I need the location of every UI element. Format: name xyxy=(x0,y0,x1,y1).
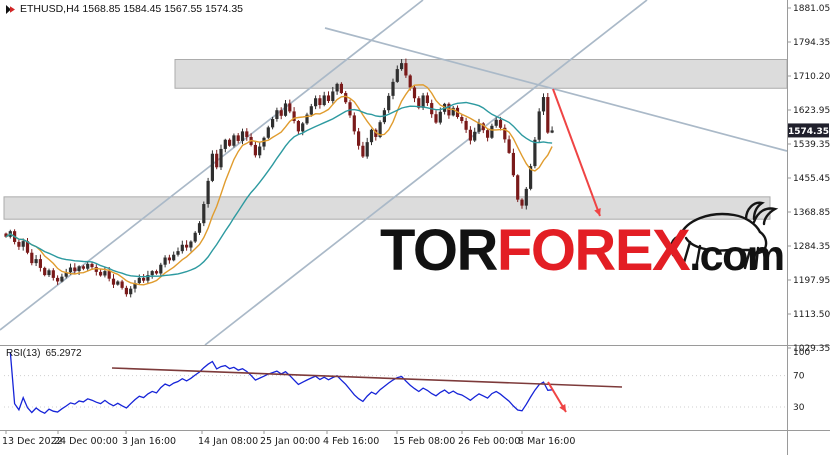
price-tag-value: 1574.35 xyxy=(788,127,829,137)
rsi-trendline xyxy=(111,367,623,388)
symbol-ohlc-readout: ETHUSD,H4 1568.85 1584.45 1567.55 1574.3… xyxy=(20,3,243,15)
price-axis-label: 1455.45 xyxy=(793,174,830,184)
rsi-indicator-label: RSI(13) 65.2972 xyxy=(6,348,82,359)
rsi-axis-label: 100 xyxy=(793,348,810,358)
chart-header: ETHUSD,H4 1568.85 1584.45 1567.55 1574.3… xyxy=(5,3,243,15)
time-axis-label: 8 Mar 16:00 xyxy=(518,436,575,447)
ascending-support-2 xyxy=(204,0,648,346)
rsi-layer xyxy=(4,351,787,414)
price-axis-label: 1539.35 xyxy=(793,140,830,150)
price-axis-label: 1794.35 xyxy=(793,38,830,48)
rsi-axis-label: 30 xyxy=(793,403,805,413)
watermark-forex: FOREX xyxy=(496,218,691,283)
time-axis-label: 26 Feb 00:00 xyxy=(458,436,520,447)
watermark-com: .com xyxy=(689,232,785,280)
rsi-value: 65.2972 xyxy=(45,348,82,359)
axes-layer: 1881.05 1794.35 1710.20 1623.95 1539.35 1455.… xyxy=(2,4,830,447)
time-axis-label: 24 Dec 00:00 xyxy=(54,436,118,447)
time-axis-label: 25 Jan 00:00 xyxy=(260,436,320,447)
time-axis-label: 14 Jan 08:00 xyxy=(198,436,258,447)
current-price-tag: 1574.35 xyxy=(788,123,829,138)
forecast-arrowhead-main xyxy=(594,208,601,216)
forecast-arrowhead-rsi xyxy=(559,404,566,412)
price-axis-label: 1368.85 xyxy=(793,208,830,218)
rsi-name: RSI(13) xyxy=(6,348,41,359)
time-axis-label: 13 Dec 2022 xyxy=(2,436,63,447)
ma-slow-line xyxy=(5,101,553,278)
time-axis-label: 15 Feb 08:00 xyxy=(393,436,455,447)
price-axis-label: 1623.95 xyxy=(793,106,830,116)
bull-logo-icon xyxy=(670,201,779,270)
resistance-zone xyxy=(174,59,788,89)
time-axis-label: 4 Feb 16:00 xyxy=(323,436,379,447)
zones-layer xyxy=(3,59,788,220)
price-tag-box xyxy=(788,123,829,138)
price-axis-label: 1197.95 xyxy=(793,276,830,286)
moving-averages-layer xyxy=(5,84,553,286)
price-axis-label: 1113.50 xyxy=(793,310,830,320)
watermark: TORFOREX.com xyxy=(380,222,785,280)
price-axis-label: 1881.05 xyxy=(793,4,830,14)
descending-resistance xyxy=(324,27,788,152)
rsi-axis-label: 70 xyxy=(793,372,805,382)
time-axis-label: 3 Jan 16:00 xyxy=(122,436,176,447)
price-axis-label: 1284.35 xyxy=(793,242,830,252)
price-axis-label: 1029.35 xyxy=(793,344,830,354)
forecast-arrow-main xyxy=(552,88,601,217)
watermark-tor: TOR xyxy=(380,218,498,283)
forecast-arrows-layer xyxy=(547,88,601,413)
ma-fast-line xyxy=(5,84,553,286)
price-axis-label: 1710.20 xyxy=(793,72,830,82)
symbol-marker-icon xyxy=(5,4,16,15)
rsi-line xyxy=(9,351,553,414)
trendlines-layer xyxy=(0,0,788,346)
support-zone xyxy=(3,196,771,220)
